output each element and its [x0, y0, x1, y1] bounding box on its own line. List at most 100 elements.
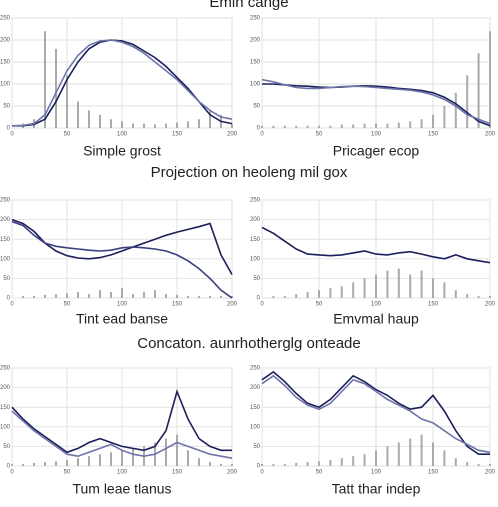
- x-tick-label: 150: [428, 302, 439, 308]
- x-tick-label: 150: [172, 302, 183, 308]
- histogram-bar: [466, 75, 469, 128]
- data-line: [11, 218, 233, 275]
- histogram-bar: [176, 434, 178, 466]
- histogram-bar: [176, 294, 178, 298]
- y-tick-label: 100: [250, 82, 261, 88]
- y-tick-label: 50: [3, 104, 10, 110]
- data-line: [261, 226, 491, 264]
- histogram-bar: [88, 294, 90, 298]
- histogram-bar: [443, 282, 446, 298]
- y-tick-label: 150: [250, 405, 261, 411]
- x-tick-label: 100: [371, 302, 382, 308]
- histogram-bar: [477, 53, 480, 129]
- histogram-bar: [397, 442, 400, 466]
- histogram-bar: [420, 434, 423, 466]
- histogram-bar: [77, 292, 79, 298]
- x-tick-label: 200: [485, 302, 496, 308]
- histogram-bar: [432, 442, 434, 466]
- histogram-bar: [110, 292, 112, 298]
- y-tick-label: 250: [250, 366, 261, 372]
- histogram-bar: [66, 75, 68, 128]
- histogram-bar: [272, 125, 275, 128]
- histogram-bar: [22, 464, 24, 466]
- histogram-bar: [397, 122, 400, 128]
- histogram-bar: [375, 123, 377, 128]
- histogram-bar: [489, 464, 491, 466]
- histogram-bar: [454, 458, 457, 466]
- y-tick-label: 200: [0, 38, 11, 44]
- x-tick-label: 50: [316, 470, 323, 476]
- histogram-bar: [121, 450, 123, 466]
- histogram-bar: [454, 290, 457, 298]
- y-tick-label: 250: [250, 16, 261, 22]
- histogram-bar: [432, 114, 434, 128]
- y-tick-label: 100: [250, 256, 261, 262]
- x-tick-label: 200: [485, 470, 496, 476]
- histogram-bar: [143, 292, 145, 298]
- histogram-bar: [209, 296, 211, 298]
- x-tick-label: 50: [64, 302, 71, 308]
- histogram-bar: [22, 296, 24, 298]
- y-tick-label: 0: [257, 126, 261, 132]
- y-tick-label: 0: [7, 464, 11, 470]
- histogram-bar: [165, 438, 167, 466]
- histogram-bar: [55, 461, 57, 466]
- histogram-bar: [121, 288, 123, 298]
- section-heading: Concaton. aunrhotherglg onteade: [137, 335, 361, 352]
- histogram-bar: [306, 292, 309, 298]
- histogram-bar: [88, 110, 90, 128]
- y-tick-label: 50: [253, 444, 260, 450]
- histogram-bar: [283, 296, 286, 298]
- x-tick-label: 100: [117, 132, 128, 138]
- histogram-bar: [231, 123, 233, 128]
- histogram-bar: [99, 454, 101, 466]
- histogram-bar: [198, 296, 200, 298]
- y-tick-label: 50: [253, 276, 260, 282]
- data-line: [261, 78, 491, 125]
- chart-caption: Pricager ecop: [333, 143, 420, 159]
- x-tick-label: 200: [485, 132, 496, 138]
- section-heading: Projection on heoleng mil gox: [151, 164, 348, 181]
- histogram-bar: [432, 278, 434, 298]
- data-line: [261, 370, 490, 455]
- y-tick-label: 100: [0, 82, 11, 88]
- histogram-bar: [489, 31, 491, 129]
- histogram-bar: [121, 121, 123, 128]
- histogram-bar: [132, 123, 134, 128]
- histogram-bar: [352, 456, 355, 466]
- x-tick-label: 100: [117, 302, 128, 308]
- data-line: [11, 39, 233, 127]
- y-tick-label: 100: [250, 424, 261, 430]
- data-line: [11, 410, 233, 459]
- histogram-bar: [420, 270, 423, 298]
- x-tick-label: 50: [64, 470, 71, 476]
- histogram-bar: [363, 123, 366, 128]
- chart-caption: Emvmal haup: [333, 311, 419, 327]
- histogram-bar: [99, 114, 101, 128]
- x-tick-label: 50: [316, 132, 323, 138]
- x-tick-label: 100: [117, 470, 128, 476]
- x-tick-label: 200: [227, 302, 238, 308]
- y-tick-label: 200: [0, 217, 11, 223]
- y-tick-label: 50: [3, 276, 10, 282]
- histogram-bar: [352, 282, 355, 298]
- histogram-bar: [489, 296, 491, 298]
- histogram-bar: [375, 274, 377, 298]
- histogram-bar: [66, 460, 68, 466]
- y-tick-label: 150: [0, 60, 11, 66]
- histogram-bar: [272, 296, 275, 298]
- y-tick-label: 150: [250, 237, 261, 243]
- histogram-bar: [409, 121, 412, 128]
- x-tick-label: 50: [64, 132, 71, 138]
- y-tick-label: 250: [0, 198, 11, 204]
- histogram-bar: [11, 464, 13, 466]
- histogram-bar: [99, 290, 101, 298]
- histogram-bar: [165, 123, 167, 128]
- x-tick-label: 50: [316, 302, 323, 308]
- y-tick-label: 150: [250, 60, 261, 66]
- histogram-bar: [187, 296, 189, 298]
- data-line: [11, 389, 232, 454]
- histogram-bar: [198, 458, 200, 466]
- x-tick-label: 0: [10, 132, 14, 138]
